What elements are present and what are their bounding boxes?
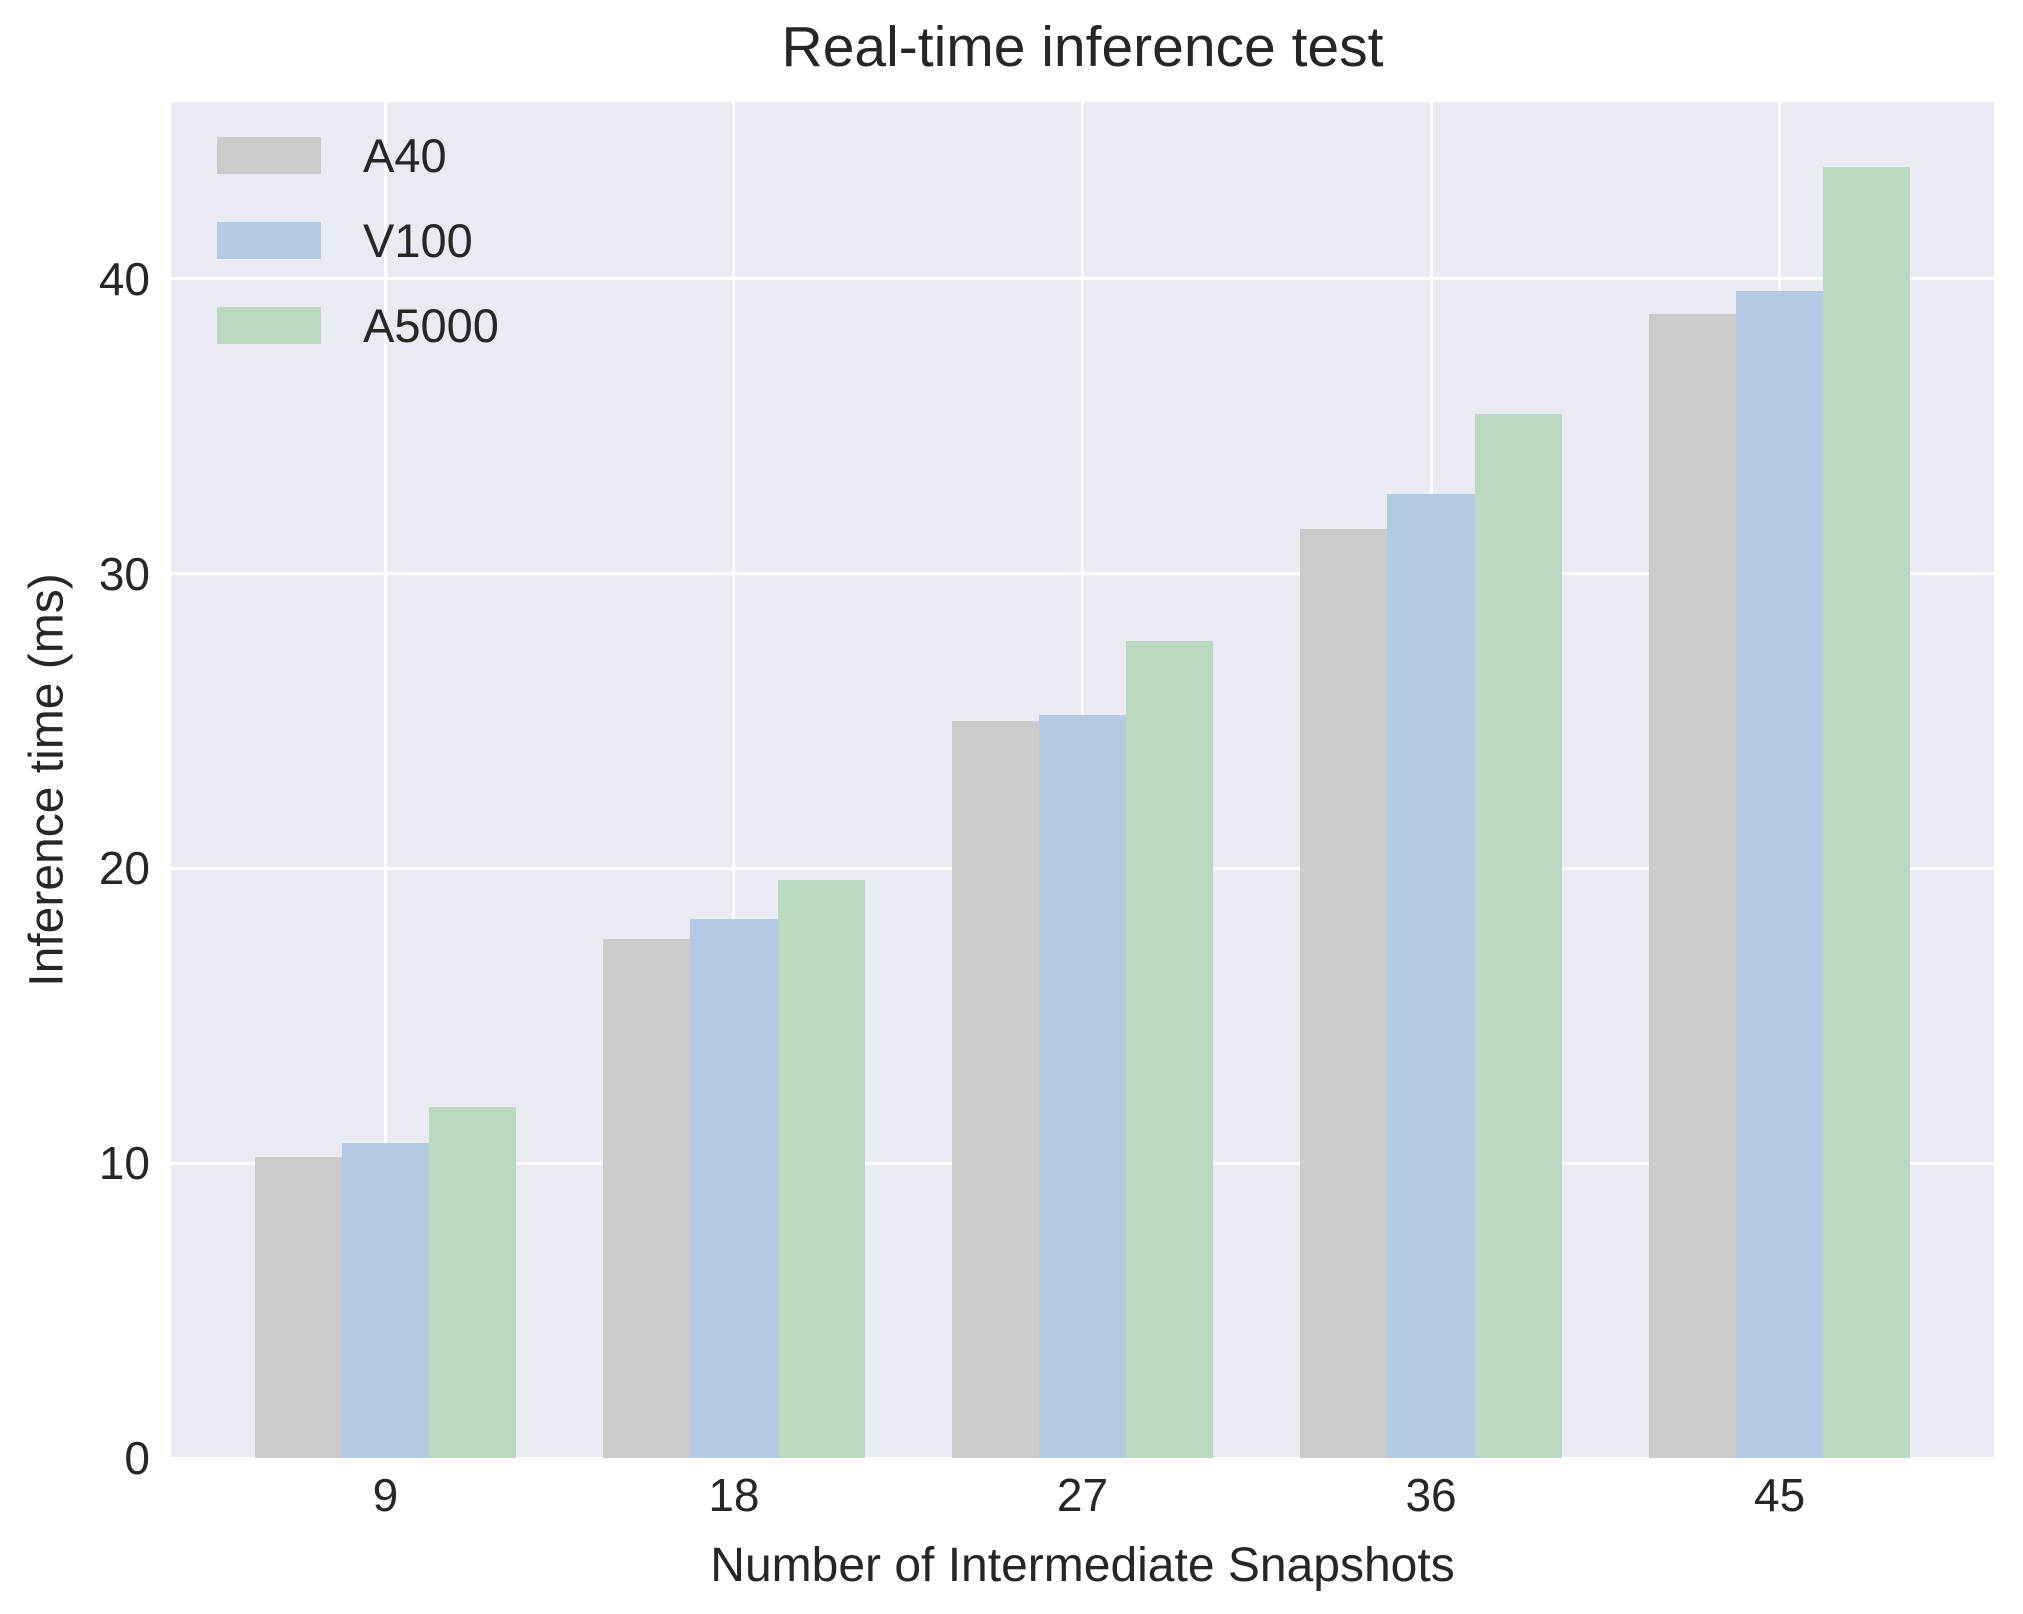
y-tick-label-10: 10: [98, 1137, 150, 1190]
legend: A40 V100 A5000: [217, 132, 499, 349]
bar-V100-45: [1736, 290, 1824, 1458]
gridline-v-9: [383, 102, 387, 1458]
legend-label: A40: [363, 129, 447, 182]
plot-area: A40 V100 A5000: [171, 102, 1994, 1460]
bar-A40-36: [1300, 529, 1388, 1458]
y-tick-label-40: 40: [98, 252, 150, 305]
y-tick-label-20: 20: [98, 842, 150, 895]
y-tick-label-30: 30: [98, 547, 150, 600]
bar-A40-18: [603, 939, 691, 1458]
bar-A5000-45: [1823, 166, 1911, 1458]
legend-item-A40: A40: [217, 132, 499, 179]
legend-label: V100: [363, 214, 473, 267]
bar-A40-9: [254, 1157, 342, 1458]
legend-label: A5000: [363, 299, 499, 352]
x-axis-label: Number of Intermediate Snapshots: [710, 1539, 1455, 1592]
x-tick-label-45: 45: [1754, 1469, 1806, 1521]
bar-V100-18: [690, 918, 778, 1458]
bar-A5000-36: [1474, 414, 1562, 1458]
bar-V100-9: [341, 1142, 429, 1458]
bar-A5000-27: [1126, 641, 1214, 1458]
x-tick-label-27: 27: [1056, 1469, 1109, 1521]
legend-swatch-icon: [217, 137, 321, 174]
x-tick-label-18: 18: [708, 1469, 760, 1521]
bar-A5000-18: [777, 880, 865, 1458]
y-tick-label-0: 0: [124, 1432, 150, 1484]
bar-A5000-9: [428, 1107, 517, 1458]
x-tick-label-36: 36: [1405, 1469, 1457, 1521]
y-axis-label: Inference time (ms): [20, 573, 74, 987]
chart-title: Real-time inference test: [781, 15, 1384, 79]
bar-A40-45: [1648, 314, 1737, 1458]
legend-item-A5000: A5000: [217, 302, 499, 349]
bar-V100-27: [1038, 715, 1127, 1458]
bar-V100-36: [1387, 494, 1475, 1458]
x-tick-label-9: 9: [372, 1469, 399, 1521]
legend-swatch-icon: [217, 307, 321, 344]
legend-item-V100: V100: [217, 217, 499, 264]
bar-A40-27: [951, 721, 1039, 1458]
gridline-h-0: [171, 1456, 1994, 1460]
gridline-v-18: [732, 102, 736, 1458]
legend-swatch-icon: [217, 222, 321, 259]
